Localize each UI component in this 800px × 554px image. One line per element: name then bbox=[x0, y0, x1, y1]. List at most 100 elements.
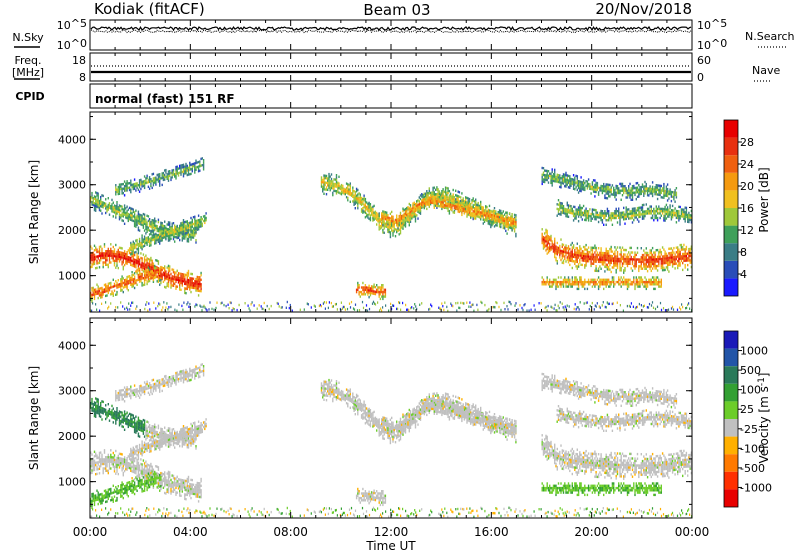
power-cell bbox=[152, 184, 155, 187]
power-cell bbox=[646, 254, 649, 257]
power-cell bbox=[105, 207, 107, 210]
power-cell bbox=[419, 212, 422, 215]
power-cell bbox=[585, 209, 587, 213]
power-cell bbox=[131, 252, 133, 255]
power-cell bbox=[141, 281, 143, 285]
power-cell bbox=[638, 260, 640, 263]
power-cell bbox=[556, 214, 558, 217]
power-cell bbox=[359, 193, 361, 196]
power-cell bbox=[660, 262, 662, 265]
power-cell bbox=[443, 206, 446, 209]
power-cell bbox=[166, 273, 168, 276]
power-cell bbox=[453, 209, 456, 213]
power-cell bbox=[91, 191, 93, 195]
power-cell bbox=[181, 226, 183, 229]
power-cell bbox=[620, 266, 622, 270]
power-cell bbox=[665, 187, 668, 191]
power-cell bbox=[649, 187, 651, 190]
power-cell bbox=[614, 262, 616, 265]
power-cell bbox=[123, 213, 126, 216]
power-cell bbox=[403, 219, 405, 222]
power-cell bbox=[98, 292, 101, 295]
power-cell bbox=[619, 214, 621, 217]
power-cell bbox=[172, 237, 175, 241]
power-cell bbox=[508, 212, 511, 215]
power-cell bbox=[186, 227, 188, 230]
power-cell bbox=[123, 285, 126, 289]
power-cell bbox=[584, 259, 586, 262]
power-cell bbox=[620, 280, 622, 284]
power-cell bbox=[135, 246, 137, 249]
power-cell bbox=[195, 166, 197, 169]
power-cell bbox=[147, 266, 150, 269]
power-cell bbox=[541, 239, 543, 242]
power-cell bbox=[120, 214, 122, 217]
power-cell bbox=[682, 261, 684, 265]
power-cell bbox=[328, 175, 330, 178]
power-cell bbox=[674, 258, 676, 261]
power-cell bbox=[678, 255, 680, 258]
power-cell bbox=[623, 257, 625, 261]
power-cell bbox=[515, 219, 517, 222]
power-cell bbox=[660, 264, 662, 267]
power-cell bbox=[592, 278, 595, 281]
power-cell bbox=[577, 186, 580, 190]
power-cell bbox=[328, 177, 330, 180]
power-cell bbox=[564, 248, 566, 251]
power-cell bbox=[177, 174, 180, 177]
power-cell bbox=[473, 214, 476, 218]
power-cell bbox=[569, 280, 571, 284]
power-cell bbox=[560, 177, 562, 180]
power-cell bbox=[641, 206, 644, 209]
power-cell bbox=[387, 230, 389, 233]
power-cell bbox=[115, 209, 117, 212]
power-cell bbox=[610, 254, 612, 258]
power-cell bbox=[106, 205, 108, 208]
power-cell bbox=[199, 289, 201, 293]
power-cell bbox=[585, 180, 587, 183]
power-cell bbox=[680, 248, 683, 251]
power-cell bbox=[542, 240, 545, 243]
power-cell bbox=[639, 215, 641, 218]
power-cell bbox=[541, 178, 543, 181]
power-cell bbox=[640, 262, 642, 266]
power-cell bbox=[381, 224, 383, 227]
power-cell bbox=[554, 253, 556, 256]
power-cell bbox=[669, 263, 671, 266]
power-cell bbox=[167, 223, 170, 226]
power-cell bbox=[569, 179, 571, 183]
power-cell bbox=[505, 229, 507, 233]
power-cell bbox=[142, 180, 145, 183]
power-cell bbox=[412, 202, 414, 205]
power-cell bbox=[323, 174, 325, 177]
power-cell bbox=[194, 227, 196, 230]
power-cell bbox=[562, 180, 565, 183]
power-cell bbox=[140, 241, 142, 245]
power-cell bbox=[200, 290, 202, 293]
power-cell bbox=[108, 254, 111, 257]
power-cell bbox=[132, 242, 134, 246]
power-cell bbox=[650, 260, 652, 263]
power-cell bbox=[189, 224, 191, 227]
power-cell bbox=[690, 256, 693, 260]
power-cell bbox=[625, 196, 627, 199]
power-cell bbox=[159, 268, 161, 271]
power-cell bbox=[120, 289, 122, 292]
power-cell bbox=[468, 204, 471, 208]
cpid-label: CPID bbox=[15, 90, 44, 103]
power-cell bbox=[613, 188, 615, 192]
power-cell bbox=[594, 280, 596, 284]
power-cell bbox=[644, 189, 646, 193]
power-cell bbox=[552, 243, 555, 246]
power-cell bbox=[205, 216, 207, 220]
power-cell bbox=[594, 251, 596, 254]
power-cell bbox=[394, 220, 397, 224]
power-cell bbox=[606, 219, 609, 222]
power-cell bbox=[579, 245, 581, 248]
power-cell bbox=[645, 254, 647, 257]
power-cell bbox=[154, 267, 156, 270]
power-cell bbox=[96, 259, 98, 263]
power-cell bbox=[141, 275, 143, 278]
power-cell bbox=[643, 187, 645, 191]
power-cell bbox=[610, 257, 612, 260]
